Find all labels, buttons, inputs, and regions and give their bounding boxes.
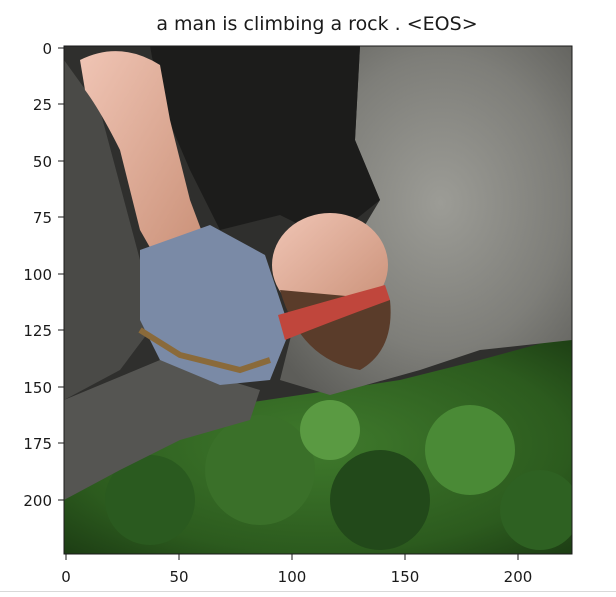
bottom-divider [0, 591, 616, 592]
figure-title: a man is climbing a rock . <EOS> [156, 13, 478, 35]
y-tick-label: 125 [23, 322, 52, 340]
y-tick-label: 50 [33, 153, 52, 171]
y-axis: 0 25 50 75 100 125 150 175 200 [23, 40, 64, 510]
x-tick-label: 100 [278, 568, 307, 586]
y-tick-label: 0 [42, 40, 52, 58]
y-tick-label: 150 [23, 379, 52, 397]
x-tick-label: 50 [169, 568, 188, 586]
x-tick-label: 200 [504, 568, 533, 586]
y-tick-label: 25 [33, 96, 52, 114]
y-tick-label: 100 [23, 266, 52, 284]
climber-photo [64, 46, 572, 554]
axes-frame [63, 45, 573, 555]
y-tick-label: 200 [23, 492, 52, 510]
x-tick-label: 0 [61, 568, 71, 586]
x-axis: 0 50 100 150 200 [61, 554, 532, 586]
x-tick-label: 150 [391, 568, 420, 586]
y-tick-label: 75 [33, 209, 52, 227]
y-tick-label: 175 [23, 435, 52, 453]
